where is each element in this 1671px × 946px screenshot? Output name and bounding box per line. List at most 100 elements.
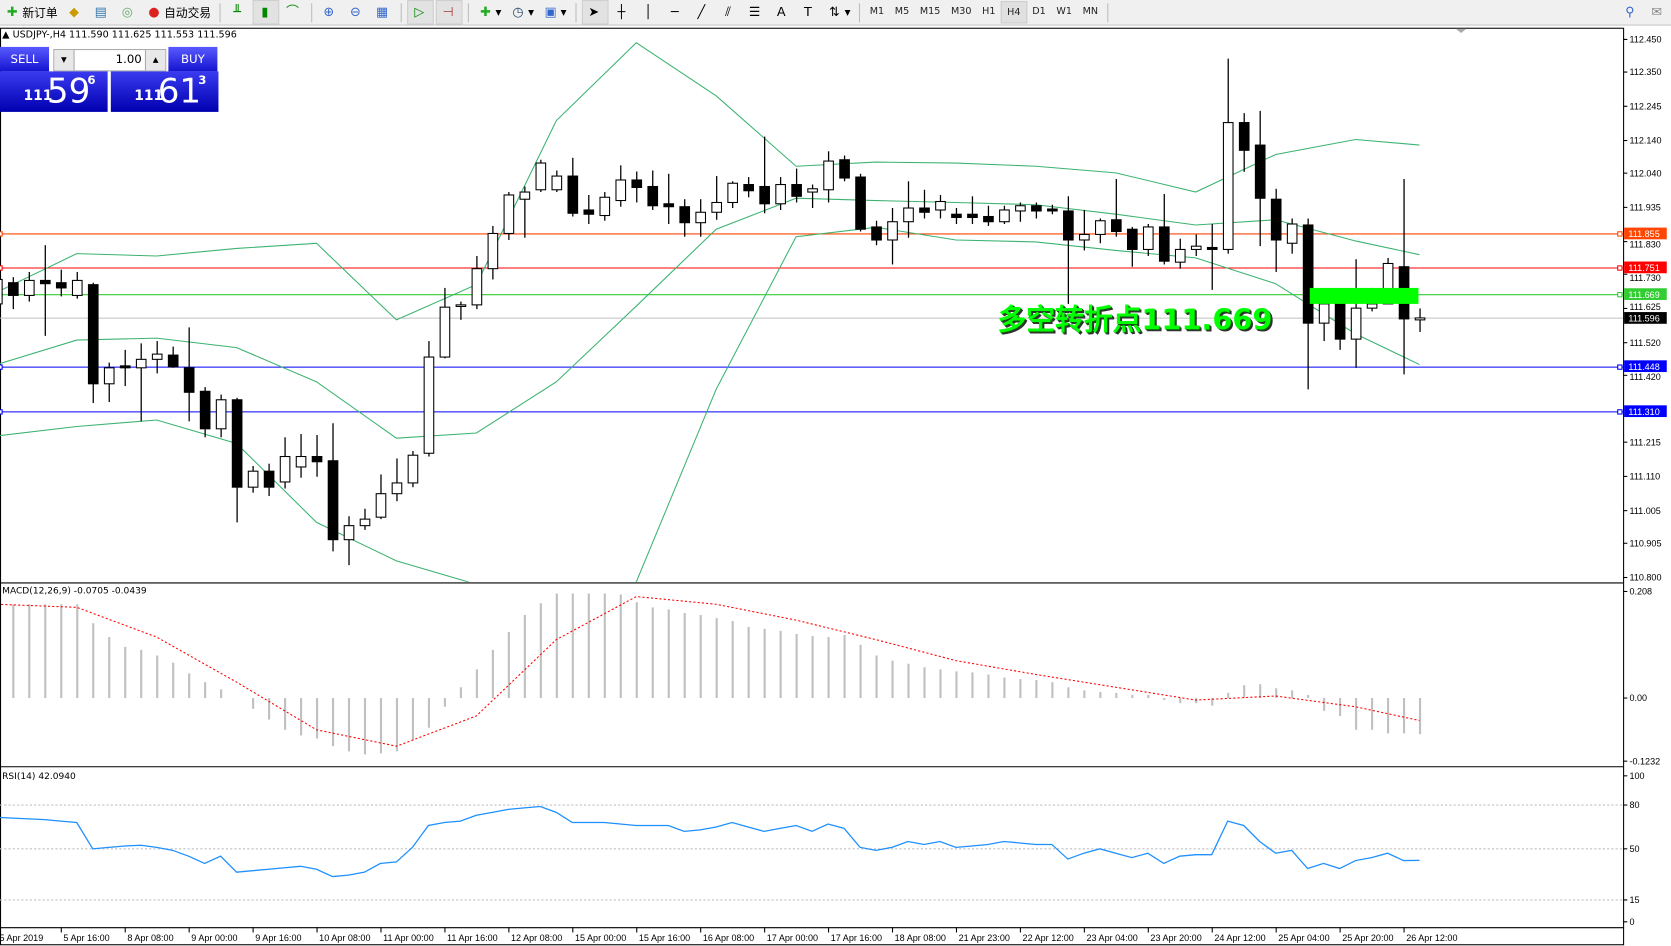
candle-body xyxy=(567,175,579,214)
timeframe-mn[interactable]: MN xyxy=(1082,5,1099,17)
price-tick-label: 112.450 xyxy=(1629,35,1661,45)
pivot-zone xyxy=(1309,287,1419,304)
candle-body xyxy=(151,353,163,360)
candle-body xyxy=(903,207,914,223)
tile-windows-button[interactable]: ▦ xyxy=(371,1,396,23)
candle-body xyxy=(295,455,307,468)
chat-button[interactable]: ✉ xyxy=(1645,1,1670,23)
text-label-tool[interactable]: T xyxy=(797,1,822,23)
price-tick-label: 111.005 xyxy=(1629,506,1660,516)
zoom-out-button[interactable]: ⊖ xyxy=(344,1,369,23)
candle-body xyxy=(71,279,83,296)
auto-scroll-button[interactable]: ▷ xyxy=(407,0,434,25)
price-tick-label: 112.350 xyxy=(1629,67,1661,77)
timeframe-m30[interactable]: M30 xyxy=(950,5,972,17)
lot-size-stepper[interactable]: ▼ 1.00 ▲ xyxy=(53,49,167,72)
candle xyxy=(1286,218,1298,254)
trendline-tool[interactable]: ╱ xyxy=(690,1,715,23)
crosshair-tool[interactable]: ┼ xyxy=(610,1,635,23)
price-tick-label: 111.830 xyxy=(1629,239,1660,249)
candle xyxy=(615,165,627,207)
candle xyxy=(487,225,499,280)
cursor-tool[interactable]: ➤ xyxy=(581,0,609,25)
candle-body xyxy=(1126,228,1138,250)
price-tick-label: 111.420 xyxy=(1629,372,1660,382)
candle xyxy=(1142,224,1154,256)
line-chart-button[interactable]: ⌒ xyxy=(281,1,306,23)
navigator-button[interactable]: ▤ xyxy=(90,1,115,23)
buy-button[interactable]: BUY xyxy=(168,46,218,72)
signals-button[interactable]: ◎ xyxy=(116,1,141,23)
timeframe-m1[interactable]: M1 xyxy=(869,5,885,17)
pivot-annotation[interactable]: 多空转折点111.669 xyxy=(997,303,1273,337)
text-label-icon: T xyxy=(803,4,812,20)
candlestick-chart-button[interactable]: ▮ xyxy=(252,0,280,25)
toolbar-divider xyxy=(575,2,577,22)
lot-increase-button[interactable]: ▲ xyxy=(144,50,166,71)
chart-canvas[interactable]: 112.450 112.350 112.245 112.140 112.040 111.9… xyxy=(0,27,1671,946)
trendline-icon: ╱ xyxy=(697,4,706,20)
market-watch-button[interactable]: ◆ xyxy=(63,1,88,23)
auto-trading-button[interactable]: ● 自动交易 xyxy=(143,1,214,23)
sell-button[interactable]: SELL xyxy=(0,46,50,72)
chart-shift-button[interactable]: ⊣ xyxy=(435,0,463,25)
text-tool[interactable]: A xyxy=(770,1,795,23)
candle xyxy=(1190,234,1202,256)
fibonacci-tool[interactable]: ☰ xyxy=(743,1,768,23)
level-handle xyxy=(1617,292,1623,298)
price-tick-label: 112.140 xyxy=(1629,136,1661,146)
arrows-tool[interactable]: ⇅ ▾ xyxy=(823,1,853,23)
fibonacci-icon: ☰ xyxy=(748,4,761,20)
candle xyxy=(631,171,643,203)
lot-decrease-button[interactable]: ▼ xyxy=(54,50,75,71)
candle xyxy=(7,277,19,310)
horizontal-line-tool[interactable]: ─ xyxy=(663,1,688,23)
bid-price-button[interactable]: 111 59 6 xyxy=(0,70,108,112)
candle xyxy=(1126,226,1138,267)
periods-button[interactable]: ◷ ▾ xyxy=(507,1,537,23)
candle-body xyxy=(311,455,323,463)
dropdown-arrow-icon: ▾ xyxy=(560,5,567,20)
search-button[interactable]: ⚲ xyxy=(1619,1,1644,23)
candle xyxy=(775,177,786,210)
candle xyxy=(39,245,51,336)
new-order-icon: ✚ xyxy=(6,4,18,20)
timeframe-m5[interactable]: M5 xyxy=(894,5,910,17)
candle-body xyxy=(1238,122,1250,151)
vertical-line-tool[interactable]: │ xyxy=(637,1,662,23)
lot-size-input[interactable]: 1.00 xyxy=(115,52,142,67)
templates-button[interactable]: ▣ ▾ xyxy=(539,1,569,23)
macd-tick-label: 0.208 xyxy=(1629,587,1652,597)
collapse-triangle-icon[interactable]: ▲ xyxy=(2,29,13,41)
candle-body xyxy=(1382,262,1394,305)
candle-body xyxy=(663,203,675,208)
price-tick-label: 110.905 xyxy=(1629,538,1661,548)
timeframe-w1[interactable]: W1 xyxy=(1056,5,1072,17)
zoom-in-button[interactable]: ⊕ xyxy=(318,1,343,23)
indicators-button[interactable]: ✚ ▾ xyxy=(474,1,504,23)
auto-trading-label: 自动交易 xyxy=(164,5,212,20)
new-order-button[interactable]: ✚ 新订单 xyxy=(1,1,61,23)
candle-body xyxy=(455,304,467,308)
price-tick-label: 111.215 xyxy=(1629,437,1660,447)
candle xyxy=(23,271,35,302)
candle xyxy=(1254,110,1266,247)
channel-tool[interactable]: ⫽ xyxy=(717,1,742,23)
candle xyxy=(135,343,147,422)
price-tick-label: 111.520 xyxy=(1629,338,1660,348)
ask-price-button[interactable]: 111 61 3 xyxy=(110,70,219,112)
line-chart-icon: ⌒ xyxy=(286,4,299,20)
timeframe-h1[interactable]: H1 xyxy=(982,5,996,17)
chart-window[interactable]: 112.450 112.350 112.245 112.140 112.040 111.9… xyxy=(0,26,1671,946)
timeframe-h4[interactable]: H4 xyxy=(1000,1,1027,24)
equidistant-channel-icon: ⫽ xyxy=(725,4,731,20)
dropdown-arrow-icon: ▾ xyxy=(528,5,534,20)
timeframe-m15[interactable]: M15 xyxy=(919,5,941,17)
template-icon: ▣ xyxy=(544,4,557,20)
time-tick-label: 12 Apr 08:00 xyxy=(511,933,562,943)
candle xyxy=(855,173,866,232)
bid-fraction: 6 xyxy=(87,73,96,88)
candle xyxy=(0,278,3,305)
timeframe-d1[interactable]: D1 xyxy=(1032,5,1046,17)
bar-chart-button[interactable]: ╨ xyxy=(226,1,251,23)
